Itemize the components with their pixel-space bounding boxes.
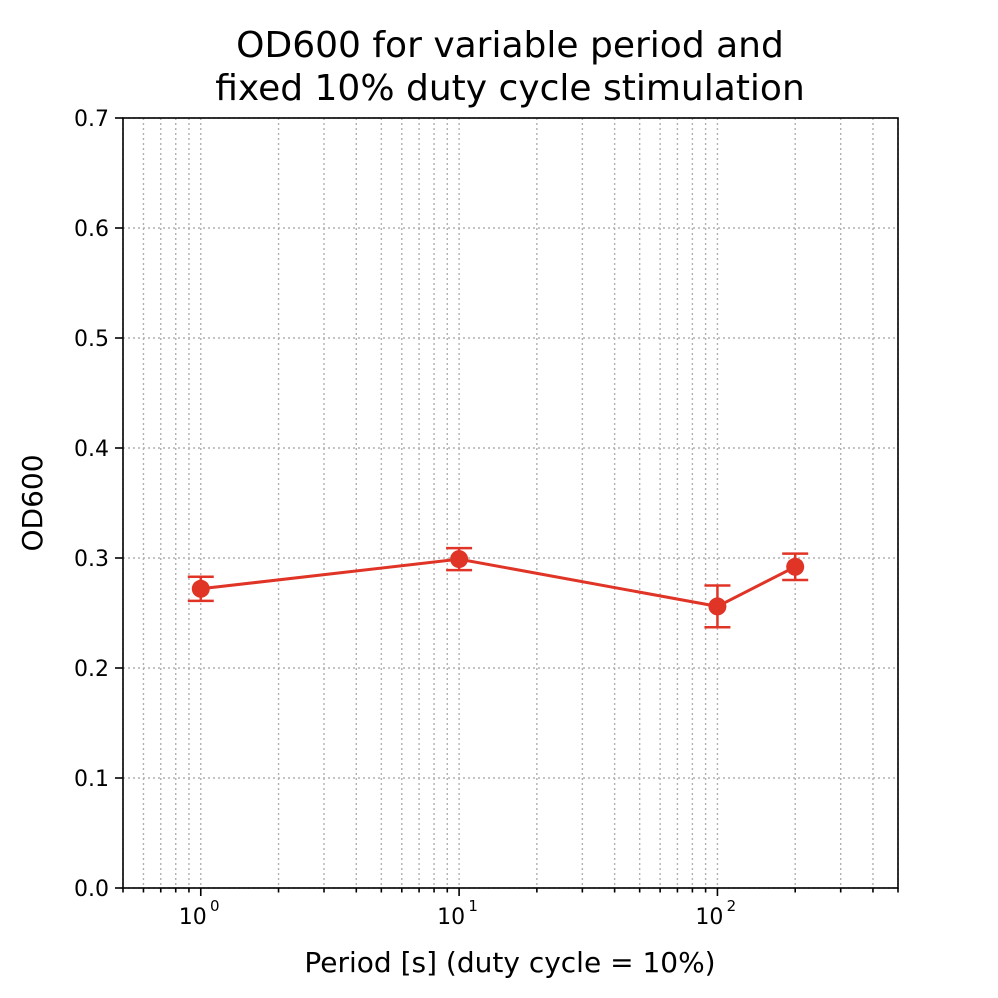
y-tick-label: 0.1 bbox=[74, 767, 109, 792]
grid bbox=[122, 117, 899, 889]
chart-title-line-1: OD600 for variable period and bbox=[236, 25, 784, 66]
y-tick-label: 0.3 bbox=[74, 547, 109, 572]
data-point bbox=[450, 550, 469, 569]
data-point bbox=[708, 597, 727, 616]
x-tick-label: 10 bbox=[179, 905, 207, 930]
y-tick-label: 0.6 bbox=[74, 217, 109, 242]
x-tick-label: 10 bbox=[437, 905, 465, 930]
x-axis-label: Period [s] (duty cycle = 10%) bbox=[304, 946, 715, 979]
axis-ticks: 0.00.10.20.30.40.50.60.710 0 10 1 10 2 bbox=[74, 107, 899, 930]
data-point bbox=[191, 579, 210, 598]
y-tick-label: 0.5 bbox=[74, 327, 109, 352]
y-axis-label: OD600 bbox=[16, 454, 49, 551]
series-line bbox=[200, 557, 796, 608]
data-point bbox=[786, 557, 805, 576]
plot-frame bbox=[122, 117, 899, 889]
y-tick-label: 0.7 bbox=[74, 107, 109, 132]
x-tick-label: 10 bbox=[695, 905, 723, 930]
y-tick-label: 0.4 bbox=[74, 437, 109, 462]
y-tick-label: 0.0 bbox=[74, 877, 109, 902]
x-tick-exponent: 0 bbox=[210, 897, 220, 915]
y-tick-label: 0.2 bbox=[74, 657, 109, 682]
x-tick-exponent: 1 bbox=[468, 897, 478, 915]
plot-series bbox=[187, 546, 809, 629]
x-tick-exponent: 2 bbox=[727, 897, 737, 915]
chart-title-line-2: fixed 10% duty cycle stimulation bbox=[215, 68, 805, 109]
